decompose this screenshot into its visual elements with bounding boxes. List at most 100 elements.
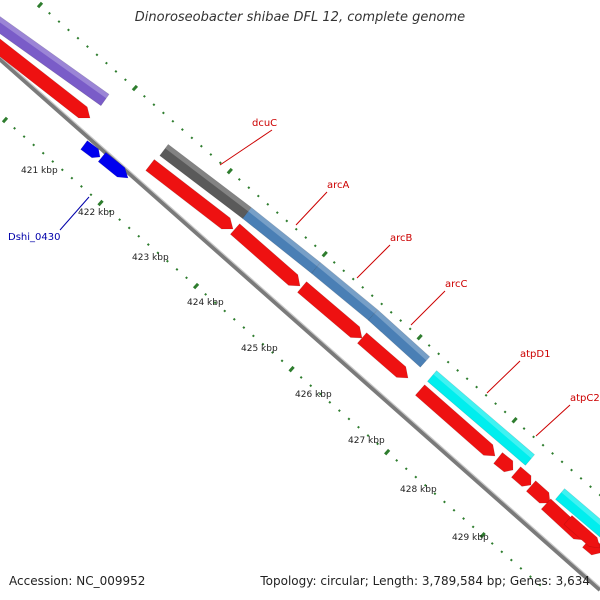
tick-mark [266,202,270,206]
tick-mark [97,199,104,207]
tick-mark [118,218,122,222]
tick-mark [251,334,255,338]
tick-mark [108,209,112,213]
tick-mark [427,344,431,347]
tick-mark [313,244,317,248]
tick-mark [443,500,446,504]
cds-arrow [493,452,514,473]
tick-mark [275,211,279,215]
atpD1-feature [427,370,535,466]
tick-mark [395,459,399,462]
arcC-feature-shine [374,309,430,361]
tick-mark [60,168,64,172]
tick-mark [209,153,213,156]
tick-mark [89,193,93,197]
tick-mark [579,476,583,480]
cds-arrow-shape [297,281,363,339]
tick-mark [337,409,341,413]
tick-mark [280,359,284,363]
kbp-label: 427 kbp [348,436,385,446]
cds-arrow-shape [414,384,496,457]
cds-arrow [229,223,301,287]
tick-mark [437,352,441,356]
atpC2-label: atpC2 [570,393,600,404]
tick-mark [332,261,336,264]
tick-mark [484,393,488,397]
tick-mark [13,126,16,130]
map-title: Dinoroseobacter shibae DFL 12, complete … [134,10,466,25]
cds-arrow-shape [493,452,514,473]
cds-arrow [356,332,409,379]
tick-mark [70,176,74,180]
kbp-label: 421 kbp [21,166,58,176]
tick-mark [376,442,380,446]
dcuC-feature-shine [165,144,252,212]
tick-mark [57,20,61,24]
tick-mark [465,377,469,381]
Dshi_0430-arrow1-shape [80,140,101,159]
atpC2-feature-shine [561,488,600,544]
tick-mark [321,250,328,258]
dcuC-leader [219,129,273,166]
atpD1-leader [486,360,521,394]
tick-mark [366,434,370,437]
tick-mark [347,417,351,421]
tick-mark [232,317,236,321]
tick-mark [503,410,507,414]
cds-feature-shape [0,34,91,119]
genome-backbone [0,55,600,592]
cds-arrow [525,480,551,504]
cds-arrow-shape [525,480,551,504]
tick-mark [32,143,36,147]
tick-mark [165,259,169,263]
tick-mark [351,277,355,281]
tick-mark [256,194,260,198]
atpC2-feature-shape [555,488,600,551]
tick-mark [288,365,295,373]
tick-mark [86,45,89,48]
tick-mark [399,319,403,323]
atpD1-feature-shine [433,370,535,459]
tick-mark [223,309,227,313]
tick-mark [242,326,246,330]
tick-mark [127,226,131,230]
tick-mark [423,483,427,487]
cds-arrow [563,515,600,549]
purple-feature-shape [0,11,110,107]
tick-mark [494,402,498,406]
tick-mark [199,144,203,148]
cds-arrow [297,281,363,339]
tick-mark [452,508,456,512]
tick-mark [433,492,437,496]
tick-mark [237,177,241,181]
tick-mark [152,103,156,107]
arcC-label: arcC [445,279,468,290]
tick-mark [456,369,460,372]
Dshi_0430-arrow2 [97,151,129,179]
tick-mark [475,385,479,389]
dcuC-label: dcuC [252,118,277,129]
tick-mark [328,400,332,404]
cds-arrow [414,384,496,457]
kbp-labels: 421 kbp 422 kbp 423 kbp 424 kbp 425 kbp 426 k… [21,166,489,543]
tick-mark [357,425,360,429]
tick-mark [551,452,554,455]
tick-mark [175,268,179,271]
tick-mark [304,236,308,239]
tick-mark [226,167,233,175]
Dshi_0430-label: Dshi_0430 [8,232,60,243]
tick-mark [446,360,450,364]
tick-mark [156,251,160,255]
kbp-label: 428 kbp [400,485,437,495]
tick-mark [570,468,573,472]
tick-mark [380,302,384,306]
tick-mark [384,448,391,456]
arcB-label: arcB [390,233,413,244]
atpC2-feature [555,488,600,551]
tick-mark [299,375,303,379]
tick-mark [137,234,141,238]
atpD1-feature-shape [427,370,535,466]
tick-mark [1,116,9,124]
arcA-feature-shine [248,207,321,267]
